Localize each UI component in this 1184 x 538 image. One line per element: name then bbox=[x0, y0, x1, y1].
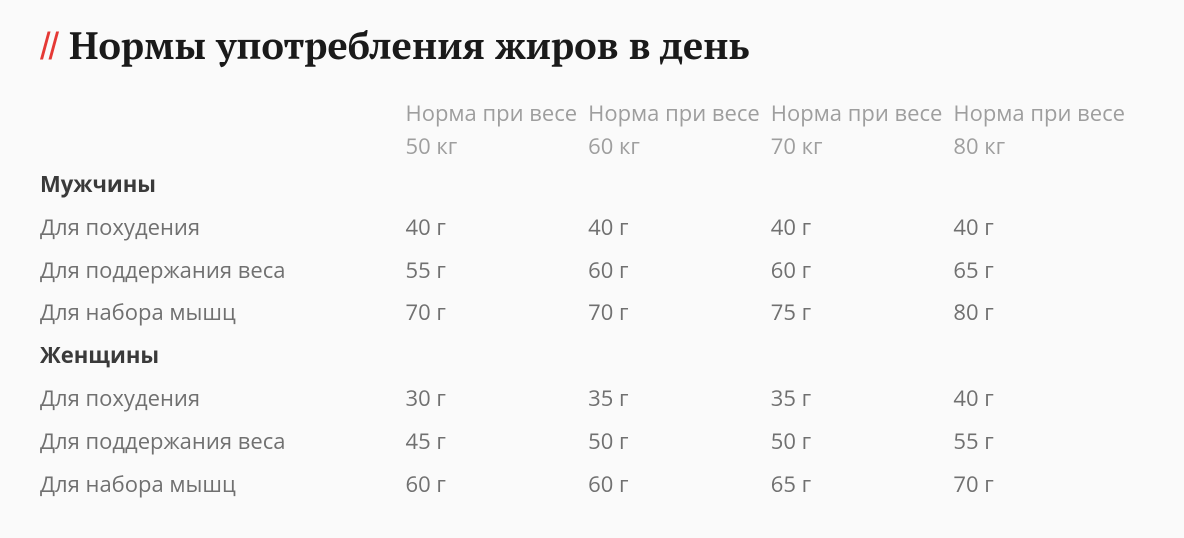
table-cell: 65 г bbox=[953, 249, 1136, 292]
table-row: Для набора мышц 60 г 60 г 65 г 70 г bbox=[40, 463, 1136, 506]
page-title: // Нормы употребления жиров в день bbox=[40, 24, 1136, 69]
table-header-col: Норма при весе 70 кг bbox=[771, 97, 954, 163]
table-section-row: Мужчины bbox=[40, 163, 1136, 206]
table-cell: 60 г bbox=[405, 463, 588, 506]
table-cell: 70 г bbox=[953, 463, 1136, 506]
table-row-label: Для похудения bbox=[40, 377, 405, 420]
table-cell: 30 г bbox=[405, 377, 588, 420]
table-cell: 40 г bbox=[953, 377, 1136, 420]
table-cell: 40 г bbox=[953, 206, 1136, 249]
table-cell: 55 г bbox=[953, 420, 1136, 463]
table-cell: 40 г bbox=[588, 206, 771, 249]
table-row: Для поддержания веса 45 г 50 г 50 г 55 г bbox=[40, 420, 1136, 463]
table-row: Для набора мышц 70 г 70 г 75 г 80 г bbox=[40, 291, 1136, 334]
table-cell: 70 г bbox=[588, 291, 771, 334]
table-row-label: Для поддержания веса bbox=[40, 420, 405, 463]
table-cell: 65 г bbox=[771, 463, 954, 506]
table-row-label: Для набора мышц bbox=[40, 291, 405, 334]
table-cell: 55 г bbox=[405, 249, 588, 292]
title-text: Нормы употребления жиров в день bbox=[69, 24, 749, 68]
table-header-col: Норма при весе 80 кг bbox=[953, 97, 1136, 163]
table-header-col: Норма при весе 50 кг bbox=[405, 97, 588, 163]
table-row: Для поддержания веса 55 г 60 г 60 г 65 г bbox=[40, 249, 1136, 292]
table-cell: 40 г bbox=[405, 206, 588, 249]
table-row-label: Для набора мышц bbox=[40, 463, 405, 506]
table-cell: 80 г bbox=[953, 291, 1136, 334]
table-cell: 70 г bbox=[405, 291, 588, 334]
table-header-row: Норма при весе 50 кг Норма при весе 60 к… bbox=[40, 97, 1136, 163]
nutrition-table: Норма при весе 50 кг Норма при весе 60 к… bbox=[40, 97, 1136, 505]
table-row-label: Для поддержания веса bbox=[40, 249, 405, 292]
table-cell: 50 г bbox=[588, 420, 771, 463]
title-prefix: // bbox=[40, 26, 57, 69]
table-cell: 75 г bbox=[771, 291, 954, 334]
table-row: Для похудения 40 г 40 г 40 г 40 г bbox=[40, 206, 1136, 249]
table-section-label: Мужчины bbox=[40, 163, 1136, 206]
table-header-col: Норма при весе 60 кг bbox=[588, 97, 771, 163]
table-row: Для похудения 30 г 35 г 35 г 40 г bbox=[40, 377, 1136, 420]
table-cell: 45 г bbox=[405, 420, 588, 463]
table-cell: 60 г bbox=[771, 249, 954, 292]
table-cell: 60 г bbox=[588, 249, 771, 292]
table-row-label: Для похудения bbox=[40, 206, 405, 249]
table-cell: 35 г bbox=[588, 377, 771, 420]
table-section-row: Женщины bbox=[40, 334, 1136, 377]
table-cell: 60 г bbox=[588, 463, 771, 506]
table-section-label: Женщины bbox=[40, 334, 1136, 377]
table-cell: 40 г bbox=[771, 206, 954, 249]
table-cell: 35 г bbox=[771, 377, 954, 420]
table-header-empty bbox=[40, 97, 405, 163]
table-cell: 50 г bbox=[771, 420, 954, 463]
